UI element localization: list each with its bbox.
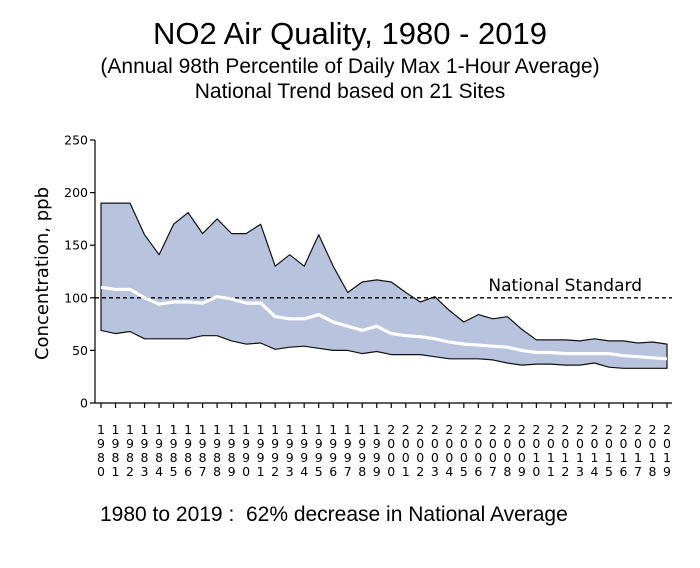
chart-subtitle-line-1: (Annual 98th Percentile of Daily Max 1-H… [100, 55, 600, 78]
national-standard-label: National Standard [488, 276, 642, 296]
footnote: 1980 to 2019 : 62% decrease in National … [100, 503, 568, 526]
y-tick-label-150: 150 [64, 238, 88, 253]
national-average-line [100, 285, 668, 361]
chart-subtitle-line-2: National Trend based on 21 Sites [194, 80, 506, 103]
y-axis-label: Concentration, ppb [32, 187, 53, 360]
y-tick-label-100: 100 [64, 290, 88, 305]
y-tick-label-200: 200 [64, 185, 88, 200]
y-tick-label-50: 50 [72, 343, 88, 358]
y-tick-label-0: 0 [80, 396, 88, 411]
no2-trend-chart: National Standard 0 50 100 150 200 250 1 9 8 0 1 9 8 1… [32, 133, 672, 479]
range-band [100, 202, 668, 369]
y-tick-label-250: 250 [64, 133, 88, 148]
chart-title: NO2 Air Quality, 1980 - 2019 [152, 16, 548, 51]
